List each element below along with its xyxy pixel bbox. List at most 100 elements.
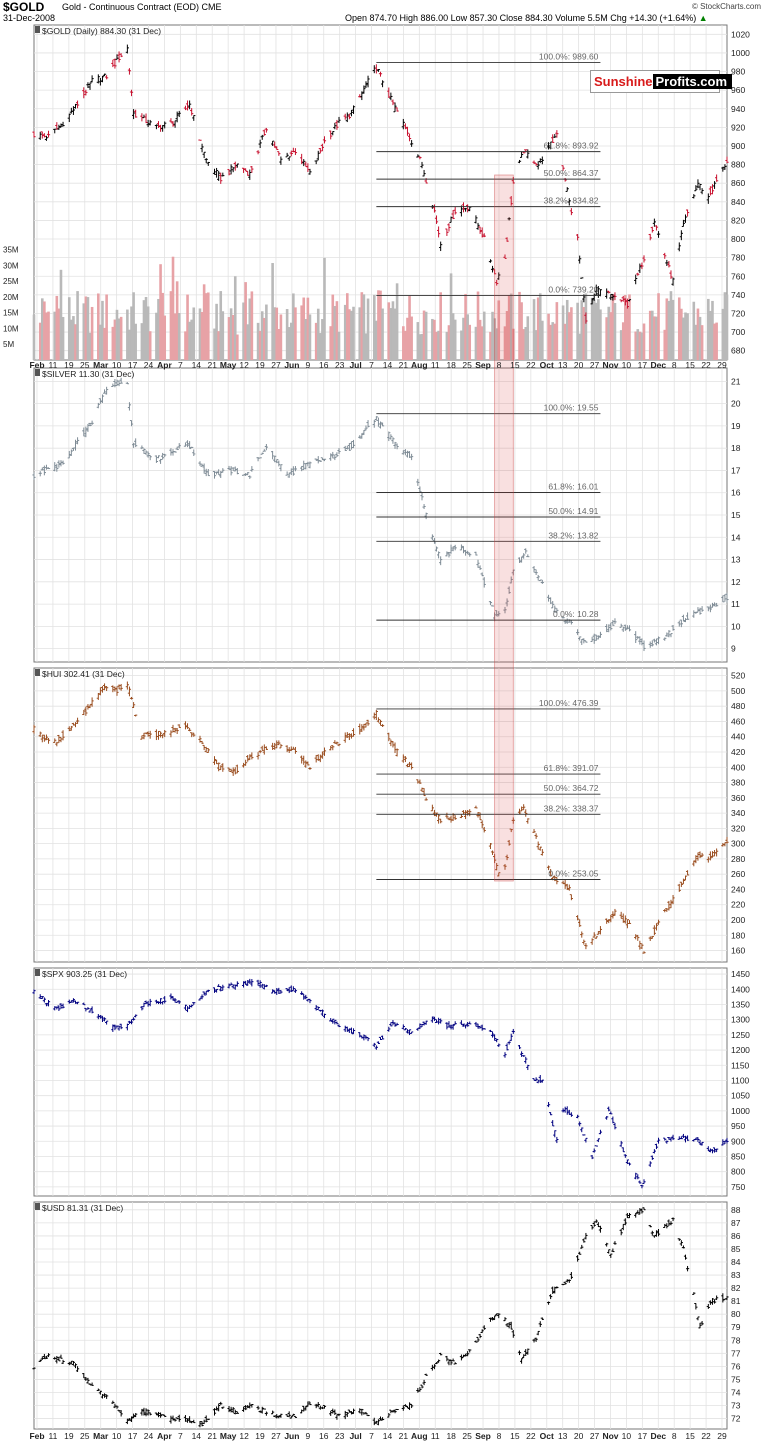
x-tick-label: 10 bbox=[622, 1431, 632, 1441]
volume-bar bbox=[410, 316, 413, 360]
volume-bar bbox=[372, 294, 376, 360]
volume-bar bbox=[667, 300, 671, 360]
fib-label: 0.0%: 253.05 bbox=[548, 868, 598, 878]
y-tick-label: 74 bbox=[731, 1387, 741, 1397]
price-bars-gold bbox=[32, 44, 729, 324]
y-tick-label: 1000 bbox=[731, 48, 750, 58]
y-tick-label: 700 bbox=[731, 327, 745, 337]
panel-label-spx: $SPX 903.25 (31 Dec) bbox=[42, 969, 127, 979]
y-tick-label: 1150 bbox=[731, 1060, 750, 1070]
volume-bar bbox=[621, 322, 625, 360]
y-tick-label: 300 bbox=[731, 839, 745, 849]
y-tick-label: 10 bbox=[731, 621, 741, 631]
volume-bar bbox=[360, 292, 364, 360]
ohlc-summary: Open 874.70 High 886.00 Low 857.30 Close… bbox=[345, 13, 708, 23]
volume-bar bbox=[431, 318, 434, 360]
volume-bar bbox=[449, 273, 453, 360]
volume-bar bbox=[273, 307, 276, 360]
volume-bar bbox=[61, 316, 65, 360]
x-tick-label: 23 bbox=[335, 360, 345, 370]
x-tick-label: 19 bbox=[255, 360, 265, 370]
volume-tick-label: 5M bbox=[3, 340, 14, 349]
y-tick-label: 360 bbox=[731, 793, 745, 803]
x-tick-label: Dec bbox=[650, 360, 666, 370]
y-tick-label: 520 bbox=[731, 671, 745, 681]
x-tick-label: 7 bbox=[369, 360, 374, 370]
y-tick-label: 860 bbox=[731, 178, 745, 188]
volume-bar bbox=[101, 300, 104, 360]
volume-bar bbox=[350, 310, 353, 360]
x-tick-label: 21 bbox=[399, 360, 409, 370]
x-tick-label: Jun bbox=[284, 1431, 299, 1441]
panel-frame-usd bbox=[33, 1201, 728, 1430]
y-tick-label: 84 bbox=[731, 1257, 741, 1267]
volume-bar bbox=[682, 317, 685, 360]
volume-bar bbox=[103, 327, 106, 360]
volume-bar bbox=[308, 314, 312, 360]
y-tick-label: 77 bbox=[731, 1348, 741, 1358]
volume-bar bbox=[246, 324, 250, 360]
volume-bar bbox=[140, 323, 144, 360]
volume-bar bbox=[534, 330, 538, 360]
y-tick-label: 1200 bbox=[731, 1045, 750, 1055]
volume-bar bbox=[551, 322, 555, 360]
volume-bar bbox=[213, 328, 216, 360]
y-tick-label: 760 bbox=[731, 271, 745, 281]
volume-bar bbox=[319, 333, 322, 360]
y-tick-label: 1250 bbox=[731, 1030, 750, 1040]
volume-bar bbox=[563, 323, 567, 360]
volume-bar bbox=[582, 307, 586, 360]
x-tick-label: Nov bbox=[602, 1431, 618, 1441]
fib-label: 50.0%: 864.37 bbox=[544, 168, 599, 178]
volume-bar bbox=[503, 326, 507, 360]
x-tick-label: 17 bbox=[128, 360, 138, 370]
volume-bar bbox=[460, 330, 463, 360]
volume-bar bbox=[233, 276, 237, 360]
volume-bar bbox=[265, 304, 268, 360]
volume-bar bbox=[130, 306, 133, 360]
stockcharts-credit: © StockCharts.com bbox=[691, 2, 761, 11]
price-bars-silver bbox=[32, 377, 729, 652]
panel-marker-icon bbox=[35, 669, 40, 676]
x-tick-label: 8 bbox=[497, 1431, 502, 1441]
volume-bar bbox=[653, 316, 656, 360]
x-tick-label: Oct bbox=[540, 1431, 554, 1441]
change-up-arrow-icon: ▲ bbox=[698, 13, 708, 23]
panel-label-hui: $HUI 302.41 (31 Dec) bbox=[42, 669, 125, 679]
volume-bar bbox=[227, 317, 231, 360]
y-tick-label: 1050 bbox=[731, 1091, 750, 1101]
y-tick-label: 920 bbox=[731, 122, 745, 132]
x-tick-label: Jul bbox=[349, 360, 361, 370]
x-tick-label: 23 bbox=[335, 1431, 345, 1441]
y-tick-label: 21 bbox=[731, 376, 741, 386]
y-tick-label: 11 bbox=[731, 599, 740, 609]
volume-bar bbox=[607, 306, 611, 360]
volume-bar bbox=[464, 293, 467, 360]
x-tick-label: 13 bbox=[558, 1431, 568, 1441]
volume-bar bbox=[175, 281, 179, 360]
volume-bar bbox=[578, 333, 581, 360]
volume-bar bbox=[700, 325, 704, 360]
x-tick-label: 18 bbox=[446, 360, 456, 370]
x-tick-label: 25 bbox=[80, 360, 90, 370]
volume-bar bbox=[402, 326, 405, 360]
volume-bar bbox=[462, 317, 465, 360]
volume-bar bbox=[169, 291, 173, 360]
volume-bar bbox=[244, 282, 247, 360]
volume-bar bbox=[636, 329, 640, 360]
volume-bar bbox=[113, 319, 117, 360]
volume-bar bbox=[263, 317, 266, 360]
volume-bar bbox=[553, 323, 557, 360]
x-tick-label: 18 bbox=[446, 1431, 456, 1441]
volume-bar bbox=[200, 312, 204, 360]
x-tick-label: 15 bbox=[685, 360, 695, 370]
y-tick-label: 1100 bbox=[731, 1075, 750, 1085]
x-tick-label: Oct bbox=[540, 360, 554, 370]
volume-bar bbox=[229, 308, 233, 360]
volume-bar bbox=[335, 301, 339, 360]
fib-label: 38.2%: 13.82 bbox=[548, 530, 598, 540]
volume-bar bbox=[331, 294, 335, 360]
volume-bar bbox=[40, 298, 44, 360]
volume-bar bbox=[696, 308, 700, 360]
panel-label-gold: $GOLD (Daily) 884.30 (31 Dec) bbox=[42, 26, 161, 36]
